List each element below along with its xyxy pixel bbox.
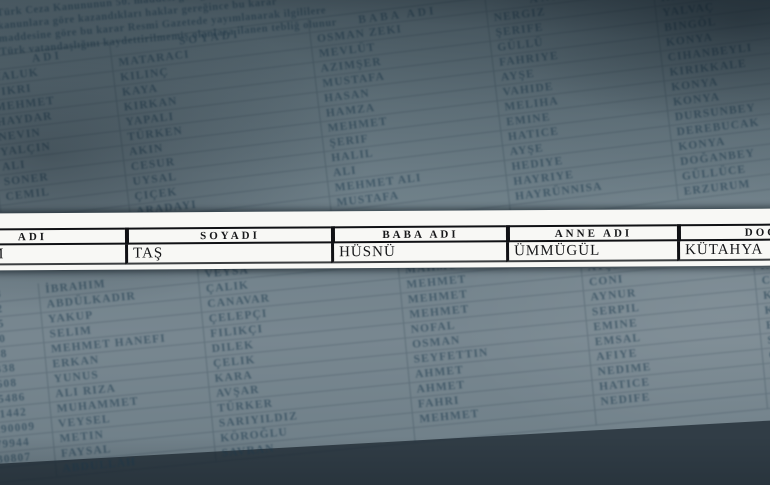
highlighted-row-strip: ADI M SOYADI TAŞ BABA ADI HÜSNÜ ANNE ADI… (0, 208, 770, 271)
column-header-anne-adi: ANNE ADI (505, 224, 678, 243)
column-header-dogum: DOĞUM (676, 223, 770, 242)
column-header-soyadi: SOYADI (124, 226, 332, 245)
column-soyadi: SOYADI TAŞ (124, 226, 332, 265)
background-upper-region: Türk Ceza Kanununun 50. maddesi gereğinc… (0, 0, 770, 212)
column-adi: ADI M (0, 227, 126, 266)
cell-value-dogum: KÜTAHYA (677, 240, 770, 262)
column-baba-adi: BABA ADI HÜSNÜ (330, 225, 507, 264)
cell-value-anne-adi: ÜMMÜGÜL (506, 241, 678, 263)
highlight-table: ADI M SOYADI TAŞ BABA ADI HÜSNÜ ANNE ADI… (0, 223, 770, 266)
cell-value-adi: M (0, 244, 126, 266)
cell-value-baba-adi: HÜSNÜ (331, 242, 507, 264)
background-table-lower: 05748İBRAHIMVEYSAOSMANRABIA09172ABDÜLKAD… (0, 268, 770, 485)
column-dogum: DOĞUM KÜTAHYA (676, 223, 770, 262)
column-anne-adi: ANNE ADI ÜMMÜGÜL (505, 224, 678, 263)
column-header-baba-adi: BABA ADI (330, 225, 507, 244)
background-lower-region: 05748İBRAHIMVEYSAOSMANRABIA09172ABDÜLKAD… (0, 268, 770, 485)
cell-value-soyadi: TAŞ (125, 243, 332, 265)
column-header-adi: ADI (0, 227, 126, 246)
